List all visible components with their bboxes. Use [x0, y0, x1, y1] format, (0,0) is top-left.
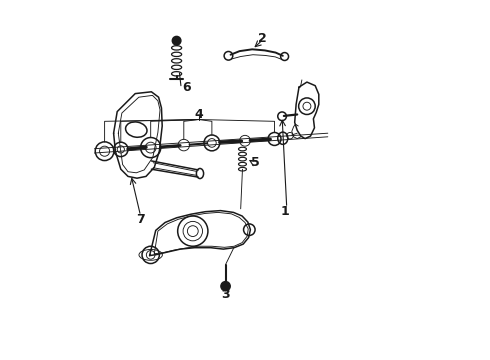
- Text: 2: 2: [258, 32, 267, 45]
- Text: 1: 1: [280, 205, 289, 218]
- Circle shape: [221, 282, 230, 291]
- Text: 5: 5: [251, 156, 260, 169]
- Text: 7: 7: [136, 213, 145, 226]
- Text: 4: 4: [195, 108, 203, 121]
- Circle shape: [172, 36, 181, 45]
- Text: 3: 3: [221, 288, 230, 301]
- Text: 6: 6: [182, 81, 191, 94]
